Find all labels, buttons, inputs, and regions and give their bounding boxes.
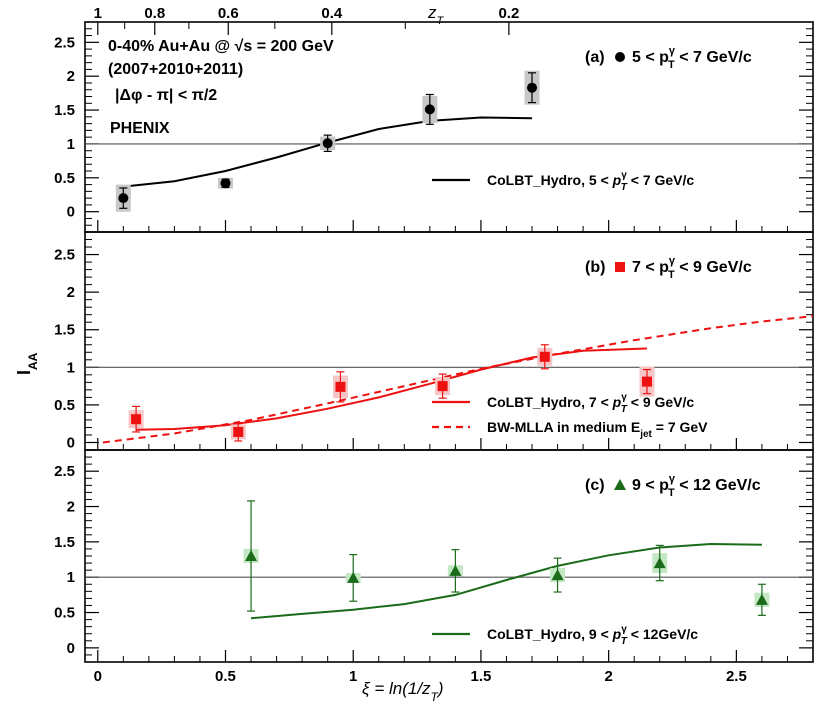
data-point — [754, 583, 770, 616]
annotation-line: |Δφ - π| < π/2 — [115, 87, 217, 104]
y-axis-title: IAA — [14, 352, 40, 375]
marker-circle — [424, 104, 435, 115]
legend-marker-square — [615, 262, 625, 272]
y-tick-label: 1 — [67, 359, 75, 376]
theory-curve-bw-mlla — [102, 315, 814, 444]
top-tick-label: 0.8 — [144, 5, 165, 22]
legend-text: CoLBT_Hydro, 5 < pγ T < 7 GeV/c — [487, 170, 694, 193]
panel-c: 0 0.5 1 1.5 2 2.5 (c) 9 < pγ T < 12 GeV/c CoLBT_H… — [54, 449, 814, 663]
data-point — [332, 371, 348, 403]
y-tick-label: 2 — [67, 68, 75, 85]
marker-triangle — [755, 593, 768, 605]
y-tick-label: 0.5 — [54, 170, 75, 187]
data-point — [422, 93, 438, 125]
marker-circle — [118, 193, 129, 204]
data-point — [550, 557, 566, 593]
y-tick-label: 2.5 — [54, 247, 75, 264]
data-point — [524, 70, 540, 105]
panels-group: 0 0.5 1 1.5 2 2.5 (a) 5 < pγ T < 7 GeV/c 0-40% Au… — [54, 21, 814, 663]
y-tick-label: 1.5 — [54, 322, 75, 339]
data-point — [435, 373, 451, 399]
marker-circle — [322, 138, 333, 149]
panel-pt-range: 5 < pγ T < 7 GeV/c — [632, 45, 752, 71]
y-tick-label: 2 — [67, 284, 75, 301]
y-tick-label: 2 — [67, 499, 75, 516]
marker-square — [539, 351, 550, 362]
x-tick-label: 1.5 — [471, 668, 492, 685]
top-tick-label: 0.4 — [321, 5, 343, 22]
data-point — [243, 500, 259, 612]
panel-pt-range: 7 < pγ T < 9 GeV/c — [632, 255, 752, 281]
top-tick-label: 0.6 — [218, 5, 239, 22]
annotation-line: (2007+2010+2011) — [108, 61, 243, 78]
top-tick-label: 1 — [94, 5, 102, 22]
x-axis-title: ξ = ln(1/zT) — [362, 679, 444, 701]
legend-marker-triangle — [614, 479, 626, 490]
y-tick-label: 1 — [67, 136, 75, 153]
marker-triangle — [653, 557, 666, 569]
data-point — [320, 134, 336, 152]
x-tick-label: 2.5 — [726, 668, 747, 685]
y-tick-label: 0.5 — [54, 605, 75, 622]
y-tick-label: 1.5 — [54, 102, 75, 119]
panel-label: (a) — [585, 49, 605, 66]
marker-triangle — [245, 550, 258, 561]
marker-square — [641, 376, 652, 387]
marker-triangle — [347, 571, 360, 583]
x-tick-label: 1 — [349, 668, 357, 685]
marker-square — [335, 381, 346, 392]
bottom-axis: 0 0.5 1 1.5 2 2.5 — [94, 668, 747, 685]
marker-triangle — [449, 564, 462, 576]
data-point — [537, 344, 553, 370]
marker-square — [437, 381, 448, 392]
legend-marker-circle — [615, 52, 625, 62]
legend-text: BW-MLLA in medium Ejet = 7 GeV — [487, 419, 708, 440]
y-tick-label: 1.5 — [54, 534, 75, 551]
data-point — [345, 553, 361, 602]
top-tick-label: 0.2 — [498, 5, 519, 22]
marker-square — [233, 426, 244, 437]
legend-text: CoLBT_Hydro, 7 < pγ T < 9 GeV/c — [487, 392, 694, 415]
y-tick-label: 2.5 — [54, 34, 75, 51]
panel-a: 0 0.5 1 1.5 2 2.5 (a) 5 < pγ T < 7 GeV/c 0-40% Au… — [54, 21, 814, 233]
data-point — [652, 544, 668, 582]
data-point — [115, 184, 131, 212]
y-tick-label: 0.5 — [54, 397, 75, 414]
y-tick-label: 0 — [67, 640, 75, 657]
top-axis-label: zT — [427, 3, 445, 27]
marker-square — [131, 414, 142, 425]
theory-curve-colbt-hydro — [250, 542, 762, 620]
y-tick-label: 1 — [67, 569, 75, 586]
data-point — [447, 549, 463, 593]
marker-circle — [220, 178, 231, 189]
data-point — [639, 366, 655, 397]
panel-label: (b) — [585, 259, 605, 276]
x-tick-label: 2 — [604, 668, 612, 685]
marker-triangle — [551, 569, 564, 581]
panel-label: (c) — [585, 477, 605, 494]
panel-pt-range: 9 < pγ T < 12 GeV/c — [632, 473, 761, 499]
y-tick-label: 0 — [67, 434, 75, 451]
top-axis: 1 0.8 0.6 0.4 0.2 — [94, 5, 519, 35]
x-tick-label: 0.5 — [215, 668, 236, 685]
x-tick-label: 0 — [94, 668, 102, 685]
data-point — [230, 422, 246, 442]
annotation-line: 0-40% Au+Au @ √s = 200 GeV — [108, 38, 334, 55]
marker-circle — [527, 82, 538, 93]
data-point — [128, 405, 144, 433]
annotation-line: PHENIX — [110, 120, 170, 137]
data-point — [217, 177, 233, 189]
legend-text: CoLBT_Hydro, 9 < pγ T < 12GeV/c — [487, 624, 698, 647]
y-tick-label: 2.5 — [54, 463, 75, 480]
y-tick-label: 0 — [67, 204, 75, 221]
